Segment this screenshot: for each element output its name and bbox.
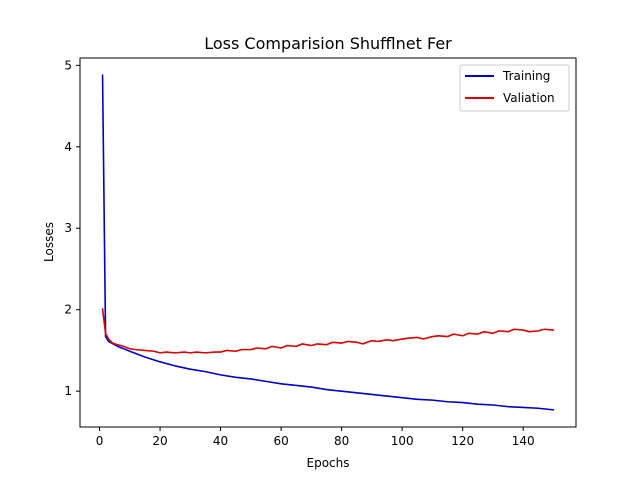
x-axis: 0 20 40 60 80 100 120 140 [96,427,535,448]
y-axis-label: Losses [42,222,56,262]
series-line-training [101,74,555,411]
x-tick-label: 140 [512,434,535,448]
plot-area-frame [79,57,577,428]
x-tick-label: 100 [391,434,414,448]
x-tick-label: 80 [334,434,349,448]
x-tick-label: 120 [451,434,474,448]
legend-label-valiation: Valiation [503,91,555,105]
x-tick-label: 40 [213,434,228,448]
x-axis-label: Epochs [307,456,350,470]
y-tick-label: 2 [64,303,72,317]
y-axis: 1 2 3 4 5 [64,58,80,398]
legend-label-training: Training [502,69,550,83]
y-tick-label: 3 [64,221,72,235]
x-tick-label: 20 [152,434,167,448]
series-line-valiation [101,308,555,354]
chart-title: Loss Comparision Shufflnet Fer [204,34,452,53]
y-tick-label: 5 [64,58,72,72]
x-tick-label: 0 [96,434,104,448]
series-layer [101,74,555,411]
y-tick-label: 4 [64,140,72,154]
y-tick-label: 1 [64,384,72,398]
x-tick-label: 60 [273,434,288,448]
legend: Training Valiation [459,64,570,112]
